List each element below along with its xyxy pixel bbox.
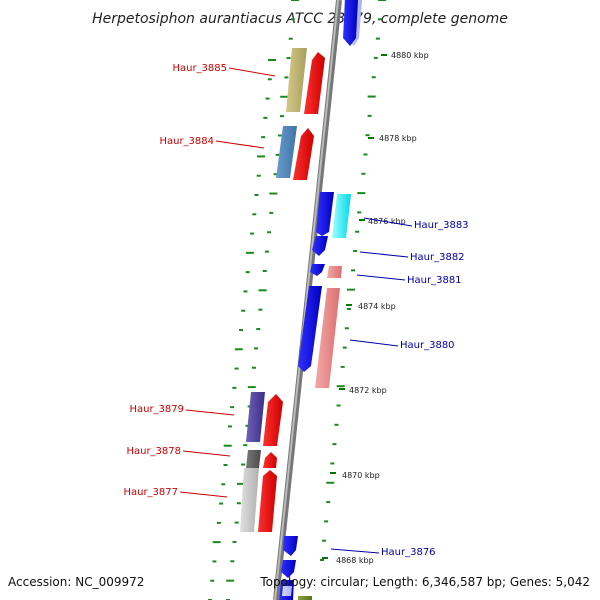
gene-labels: Haur_3885 Haur_3884 Haur_3883 Haur_3882 …: [123, 63, 468, 558]
gene-arrow[interactable]: [283, 536, 298, 556]
kbp-tick-label: 4872 kbp: [349, 386, 387, 395]
gene-arrow[interactable]: [246, 392, 265, 442]
gene-arrow[interactable]: [327, 266, 342, 278]
gene-arrow[interactable]: [310, 264, 325, 276]
kbp-tick-label: 4870 kbp: [342, 471, 380, 480]
gene-arrow[interactable]: [332, 194, 351, 238]
gene-arrow[interactable]: [276, 126, 297, 178]
gene-arrow[interactable]: [298, 286, 322, 372]
gene-arrow[interactable]: [293, 128, 314, 180]
gene-arrow[interactable]: [240, 468, 259, 532]
gene-arrow[interactable]: [312, 236, 328, 256]
gene-arrow[interactable]: [315, 288, 340, 388]
gene-label-haur-3885[interactable]: Haur_3885: [172, 63, 227, 74]
gene-arrow[interactable]: [263, 452, 277, 468]
accession-text: Accession: NC_009972: [8, 575, 144, 589]
gene-label-haur-3883[interactable]: Haur_3883: [414, 220, 469, 231]
topology-text: Topology: circular; Length: 6,346,587 bp…: [259, 575, 590, 589]
gene-label-haur-3876[interactable]: Haur_3876: [381, 547, 436, 558]
kbp-scale: 4880 kbp 4878 kbp 4876 kbp 4874 kbp 4872…: [322, 51, 429, 565]
gene-label-haur-3881[interactable]: Haur_3881: [407, 275, 462, 286]
gene-label-haur-3882[interactable]: Haur_3882: [410, 252, 465, 263]
gene-arrow[interactable]: [258, 470, 277, 532]
kbp-tick-label: 4878 kbp: [379, 134, 417, 143]
gene-features: [240, 0, 362, 600]
gene-arrow[interactable]: [304, 52, 325, 114]
gene-arrow[interactable]: [286, 48, 307, 112]
gene-label-haur-3880[interactable]: Haur_3880: [400, 340, 455, 351]
gene-arrow[interactable]: [316, 192, 334, 236]
gene-arrow[interactable]: [246, 450, 261, 468]
gene-arrow[interactable]: [282, 586, 292, 596]
kbp-tick-label: 4880 kbp: [391, 51, 429, 60]
gene-label-haur-3879[interactable]: Haur_3879: [129, 404, 184, 415]
gene-arrow[interactable]: [263, 394, 283, 446]
gene-label-haur-3884[interactable]: Haur_3884: [159, 136, 214, 147]
gene-arrow[interactable]: [281, 560, 296, 578]
gene-label-haur-3877[interactable]: Haur_3877: [123, 487, 178, 498]
gene-arrow[interactable]: [298, 596, 312, 600]
kbp-tick-label: 4868 kbp: [336, 556, 374, 565]
gene-label-haur-3878[interactable]: Haur_3878: [126, 446, 181, 457]
kbp-tick-label: 4874 kbp: [358, 302, 396, 311]
gene-arrow[interactable]: [343, 0, 358, 46]
map-title: Herpetosiphon aurantiacus ATCC 23779, co…: [92, 11, 508, 27]
